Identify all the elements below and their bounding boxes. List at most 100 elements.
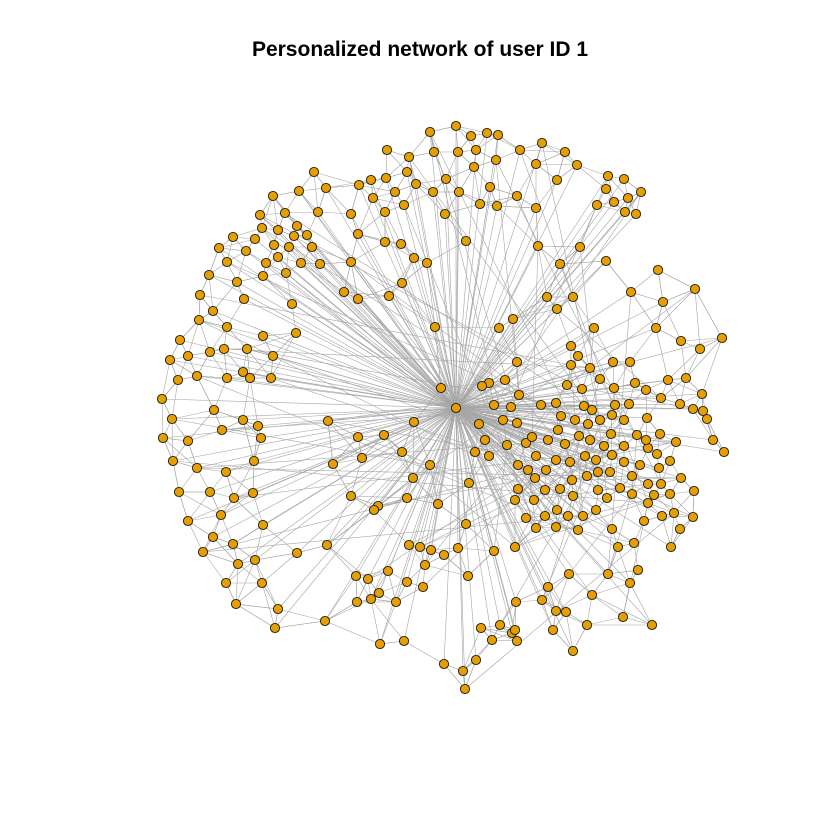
- network-node: [664, 455, 676, 467]
- network-edge: [161, 398, 164, 439]
- network-edge: [187, 355, 457, 409]
- network-edge: [235, 563, 239, 605]
- network-node: [513, 389, 525, 401]
- network-edge: [401, 262, 428, 284]
- network-node: [646, 619, 658, 631]
- network-node: [204, 346, 216, 358]
- network-edge: [237, 563, 263, 584]
- network-edge: [383, 407, 457, 436]
- network-node: [401, 492, 413, 504]
- network-edge: [358, 184, 396, 193]
- network-edge: [692, 408, 714, 441]
- network-node: [551, 303, 563, 315]
- network-edge: [415, 183, 446, 215]
- network-edge: [171, 418, 561, 490]
- network-edge: [440, 387, 495, 406]
- network-node: [257, 519, 269, 531]
- network-node: [244, 372, 256, 384]
- network-node: [373, 587, 385, 599]
- network-edge: [443, 554, 469, 577]
- network-node: [550, 397, 562, 409]
- network-node: [697, 405, 709, 417]
- network-edge: [220, 492, 254, 516]
- network-node: [460, 235, 472, 247]
- network-node: [367, 192, 379, 204]
- network-node: [410, 178, 422, 190]
- network-edge: [444, 203, 481, 215]
- network-node: [490, 154, 502, 166]
- network-edge: [434, 326, 500, 329]
- network-edge: [455, 205, 498, 409]
- network-edge: [261, 195, 274, 229]
- network-edge: [187, 429, 223, 442]
- network-edge: [541, 599, 554, 631]
- network-edge: [196, 375, 215, 411]
- network-edge: [419, 407, 457, 548]
- network-node: [403, 539, 415, 551]
- network-node: [655, 392, 667, 404]
- network-edge: [221, 429, 262, 439]
- network-edge: [455, 407, 672, 548]
- network-node: [511, 635, 523, 647]
- network-edge: [413, 407, 457, 423]
- network-node: [532, 240, 544, 252]
- network-edge: [455, 407, 459, 549]
- network-node: [432, 498, 444, 510]
- network-node: [452, 146, 464, 158]
- network-node: [561, 379, 573, 391]
- network-edge: [296, 544, 328, 554]
- network-edge: [516, 195, 539, 247]
- network-node: [623, 398, 635, 410]
- network-node: [536, 137, 548, 149]
- network-node: [424, 459, 436, 471]
- network-edge: [272, 332, 297, 357]
- network-edge: [429, 464, 470, 484]
- network-node: [483, 450, 495, 462]
- network-edge: [669, 493, 694, 518]
- network-edge: [403, 407, 457, 642]
- network-edge: [187, 491, 211, 522]
- network-edge: [324, 407, 457, 622]
- network-edge: [284, 212, 593, 411]
- network-node: [237, 414, 249, 426]
- network-node: [520, 512, 532, 524]
- network-node: [291, 220, 303, 232]
- network-node: [227, 538, 239, 550]
- network-node: [463, 477, 475, 489]
- network-node: [539, 510, 551, 522]
- network-edge: [327, 420, 359, 438]
- network-node: [520, 437, 532, 449]
- network-node: [512, 483, 524, 495]
- network-edge: [455, 394, 520, 409]
- network-edge: [199, 294, 572, 366]
- network-edge: [655, 327, 669, 381]
- network-node: [368, 504, 380, 516]
- network-edge: [531, 245, 539, 438]
- network-node: [579, 450, 591, 462]
- network-edge: [383, 421, 415, 436]
- network-edge: [187, 409, 215, 442]
- network-edge: [242, 377, 251, 421]
- network-node: [640, 434, 652, 446]
- network-node: [227, 231, 239, 243]
- network-node: [283, 241, 295, 253]
- network-edge: [223, 348, 591, 369]
- network-node: [530, 158, 542, 170]
- network-edge: [519, 149, 566, 153]
- network-node: [582, 418, 594, 430]
- network-edge: [325, 179, 372, 189]
- plot-title: Personalized network of user ID 1: [251, 38, 589, 61]
- network-node: [626, 488, 638, 500]
- network-edge: [572, 296, 595, 329]
- network-edge: [235, 559, 256, 605]
- network-node: [470, 654, 482, 666]
- network-edge: [274, 620, 326, 629]
- network-node: [522, 464, 534, 476]
- network-node: [662, 374, 674, 386]
- network-node: [380, 172, 392, 184]
- network-edge: [685, 337, 723, 379]
- network-node: [381, 144, 393, 156]
- network-node: [379, 236, 391, 248]
- network-node: [535, 399, 547, 411]
- network-node: [308, 166, 320, 178]
